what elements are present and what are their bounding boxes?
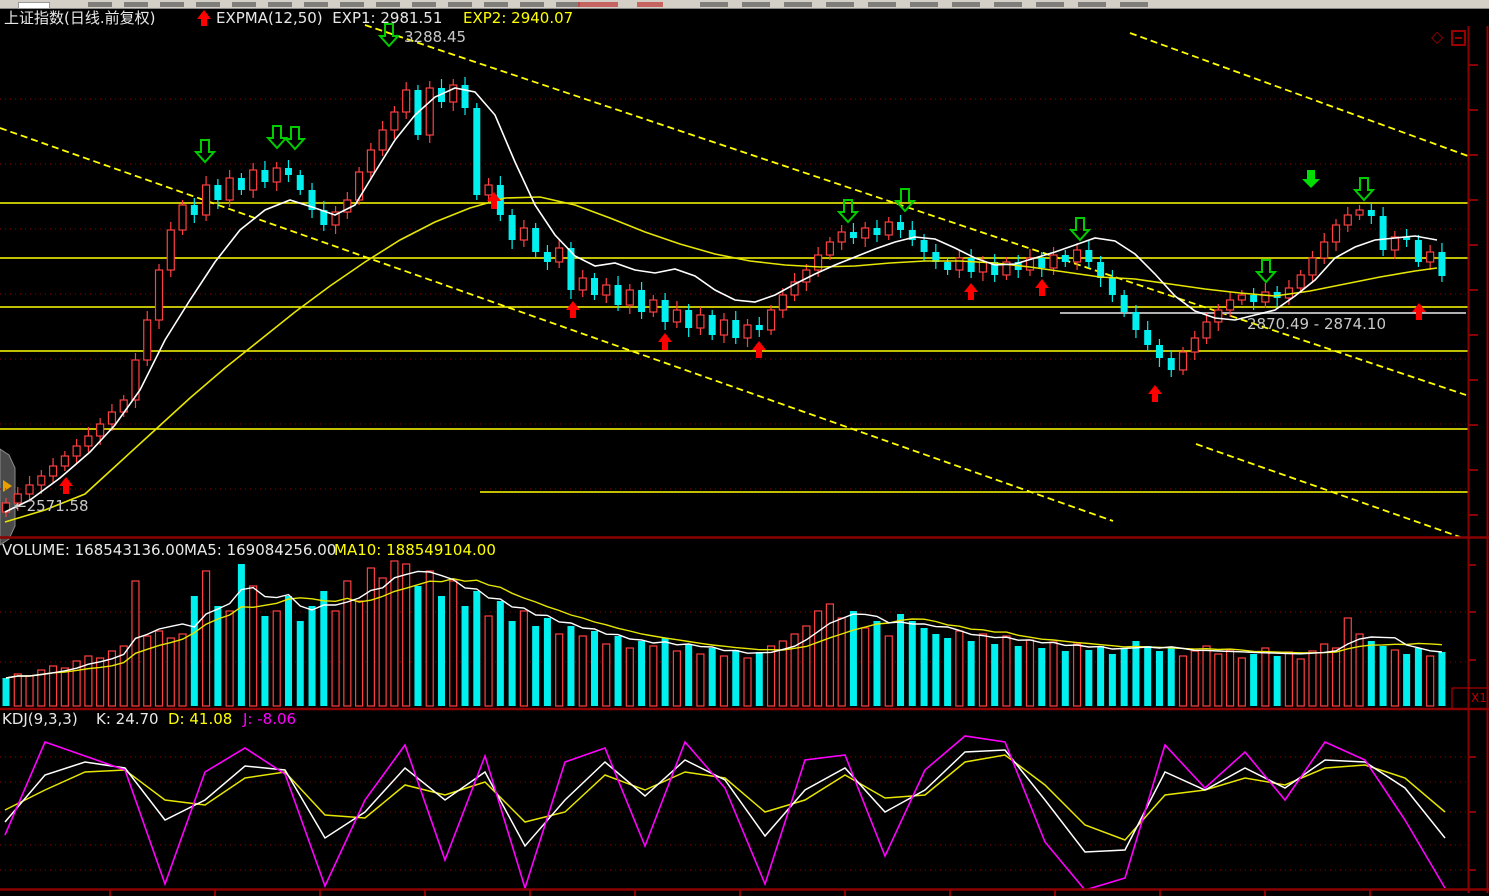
menu-item-highlight-2[interactable] [637, 2, 663, 7]
low-price-label: ←2571.58 [14, 497, 89, 515]
diamond-icon[interactable]: ◇ [1431, 27, 1444, 46]
up-arrow-icon [197, 10, 211, 26]
menu-text-fragments-right [700, 2, 1160, 7]
gap-range-label: 2870.49 - 2874.10 [1247, 315, 1387, 333]
indicator-label: EXPMA(12,50) EXP1: 2981.51 [216, 9, 443, 27]
kdj-k-value: K: 24.70 [96, 710, 159, 728]
menu-item-highlight-1[interactable] [578, 2, 618, 7]
volume-ma10: MA10: 188549104.00 [334, 541, 496, 559]
menu-white-field[interactable] [18, 2, 50, 9]
volume-ma5: MA5: 169084256.00 [184, 541, 337, 559]
scale-badge[interactable]: X1 [1471, 691, 1487, 705]
window-box-icon[interactable] [1451, 30, 1466, 46]
kdj-d-value: D: 41.08 [168, 710, 233, 728]
symbol-title[interactable]: 上证指数(日线.前复权) [4, 9, 156, 27]
peak-price-label: 3288.45 [404, 28, 467, 46]
menu-bar[interactable] [0, 0, 1489, 9]
kdj-title: KDJ(9,3,3) [2, 710, 78, 728]
volume-value: VOLUME: 168543136.00 [2, 541, 185, 559]
menu-text-fragments [88, 2, 588, 7]
exp2-value: EXP2: 2940.07 [463, 9, 574, 27]
kdj-j-value: J: -8.06 [243, 710, 297, 728]
